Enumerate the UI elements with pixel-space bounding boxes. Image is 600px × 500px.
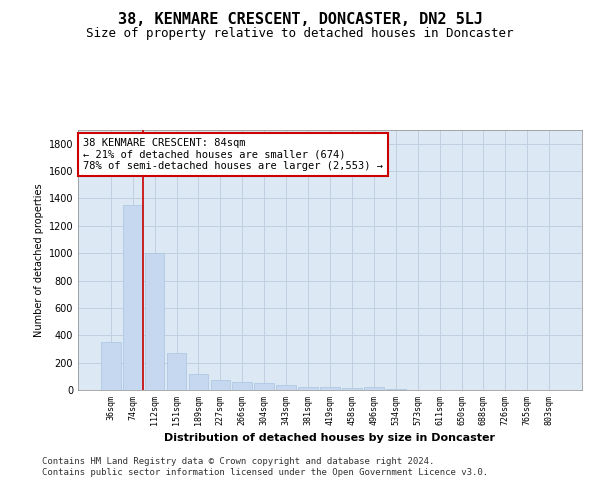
Bar bbox=[298, 388, 318, 390]
Bar bbox=[232, 382, 252, 390]
Bar bbox=[188, 374, 208, 390]
Bar bbox=[145, 253, 164, 390]
Bar bbox=[211, 380, 230, 390]
Bar bbox=[364, 388, 384, 390]
Text: Contains HM Land Registry data © Crown copyright and database right 2024.
Contai: Contains HM Land Registry data © Crown c… bbox=[42, 458, 488, 477]
Bar bbox=[276, 385, 296, 390]
X-axis label: Distribution of detached houses by size in Doncaster: Distribution of detached houses by size … bbox=[164, 433, 496, 443]
Bar bbox=[254, 383, 274, 390]
Text: 38 KENMARE CRESCENT: 84sqm
← 21% of detached houses are smaller (674)
78% of sem: 38 KENMARE CRESCENT: 84sqm ← 21% of deta… bbox=[83, 138, 383, 171]
Bar bbox=[167, 353, 187, 390]
Y-axis label: Number of detached properties: Number of detached properties bbox=[34, 183, 44, 337]
Bar bbox=[342, 388, 362, 390]
Bar bbox=[101, 342, 121, 390]
Text: 38, KENMARE CRESCENT, DONCASTER, DN2 5LJ: 38, KENMARE CRESCENT, DONCASTER, DN2 5LJ bbox=[118, 12, 482, 28]
Bar bbox=[123, 206, 143, 390]
Text: Size of property relative to detached houses in Doncaster: Size of property relative to detached ho… bbox=[86, 28, 514, 40]
Bar bbox=[320, 388, 340, 390]
